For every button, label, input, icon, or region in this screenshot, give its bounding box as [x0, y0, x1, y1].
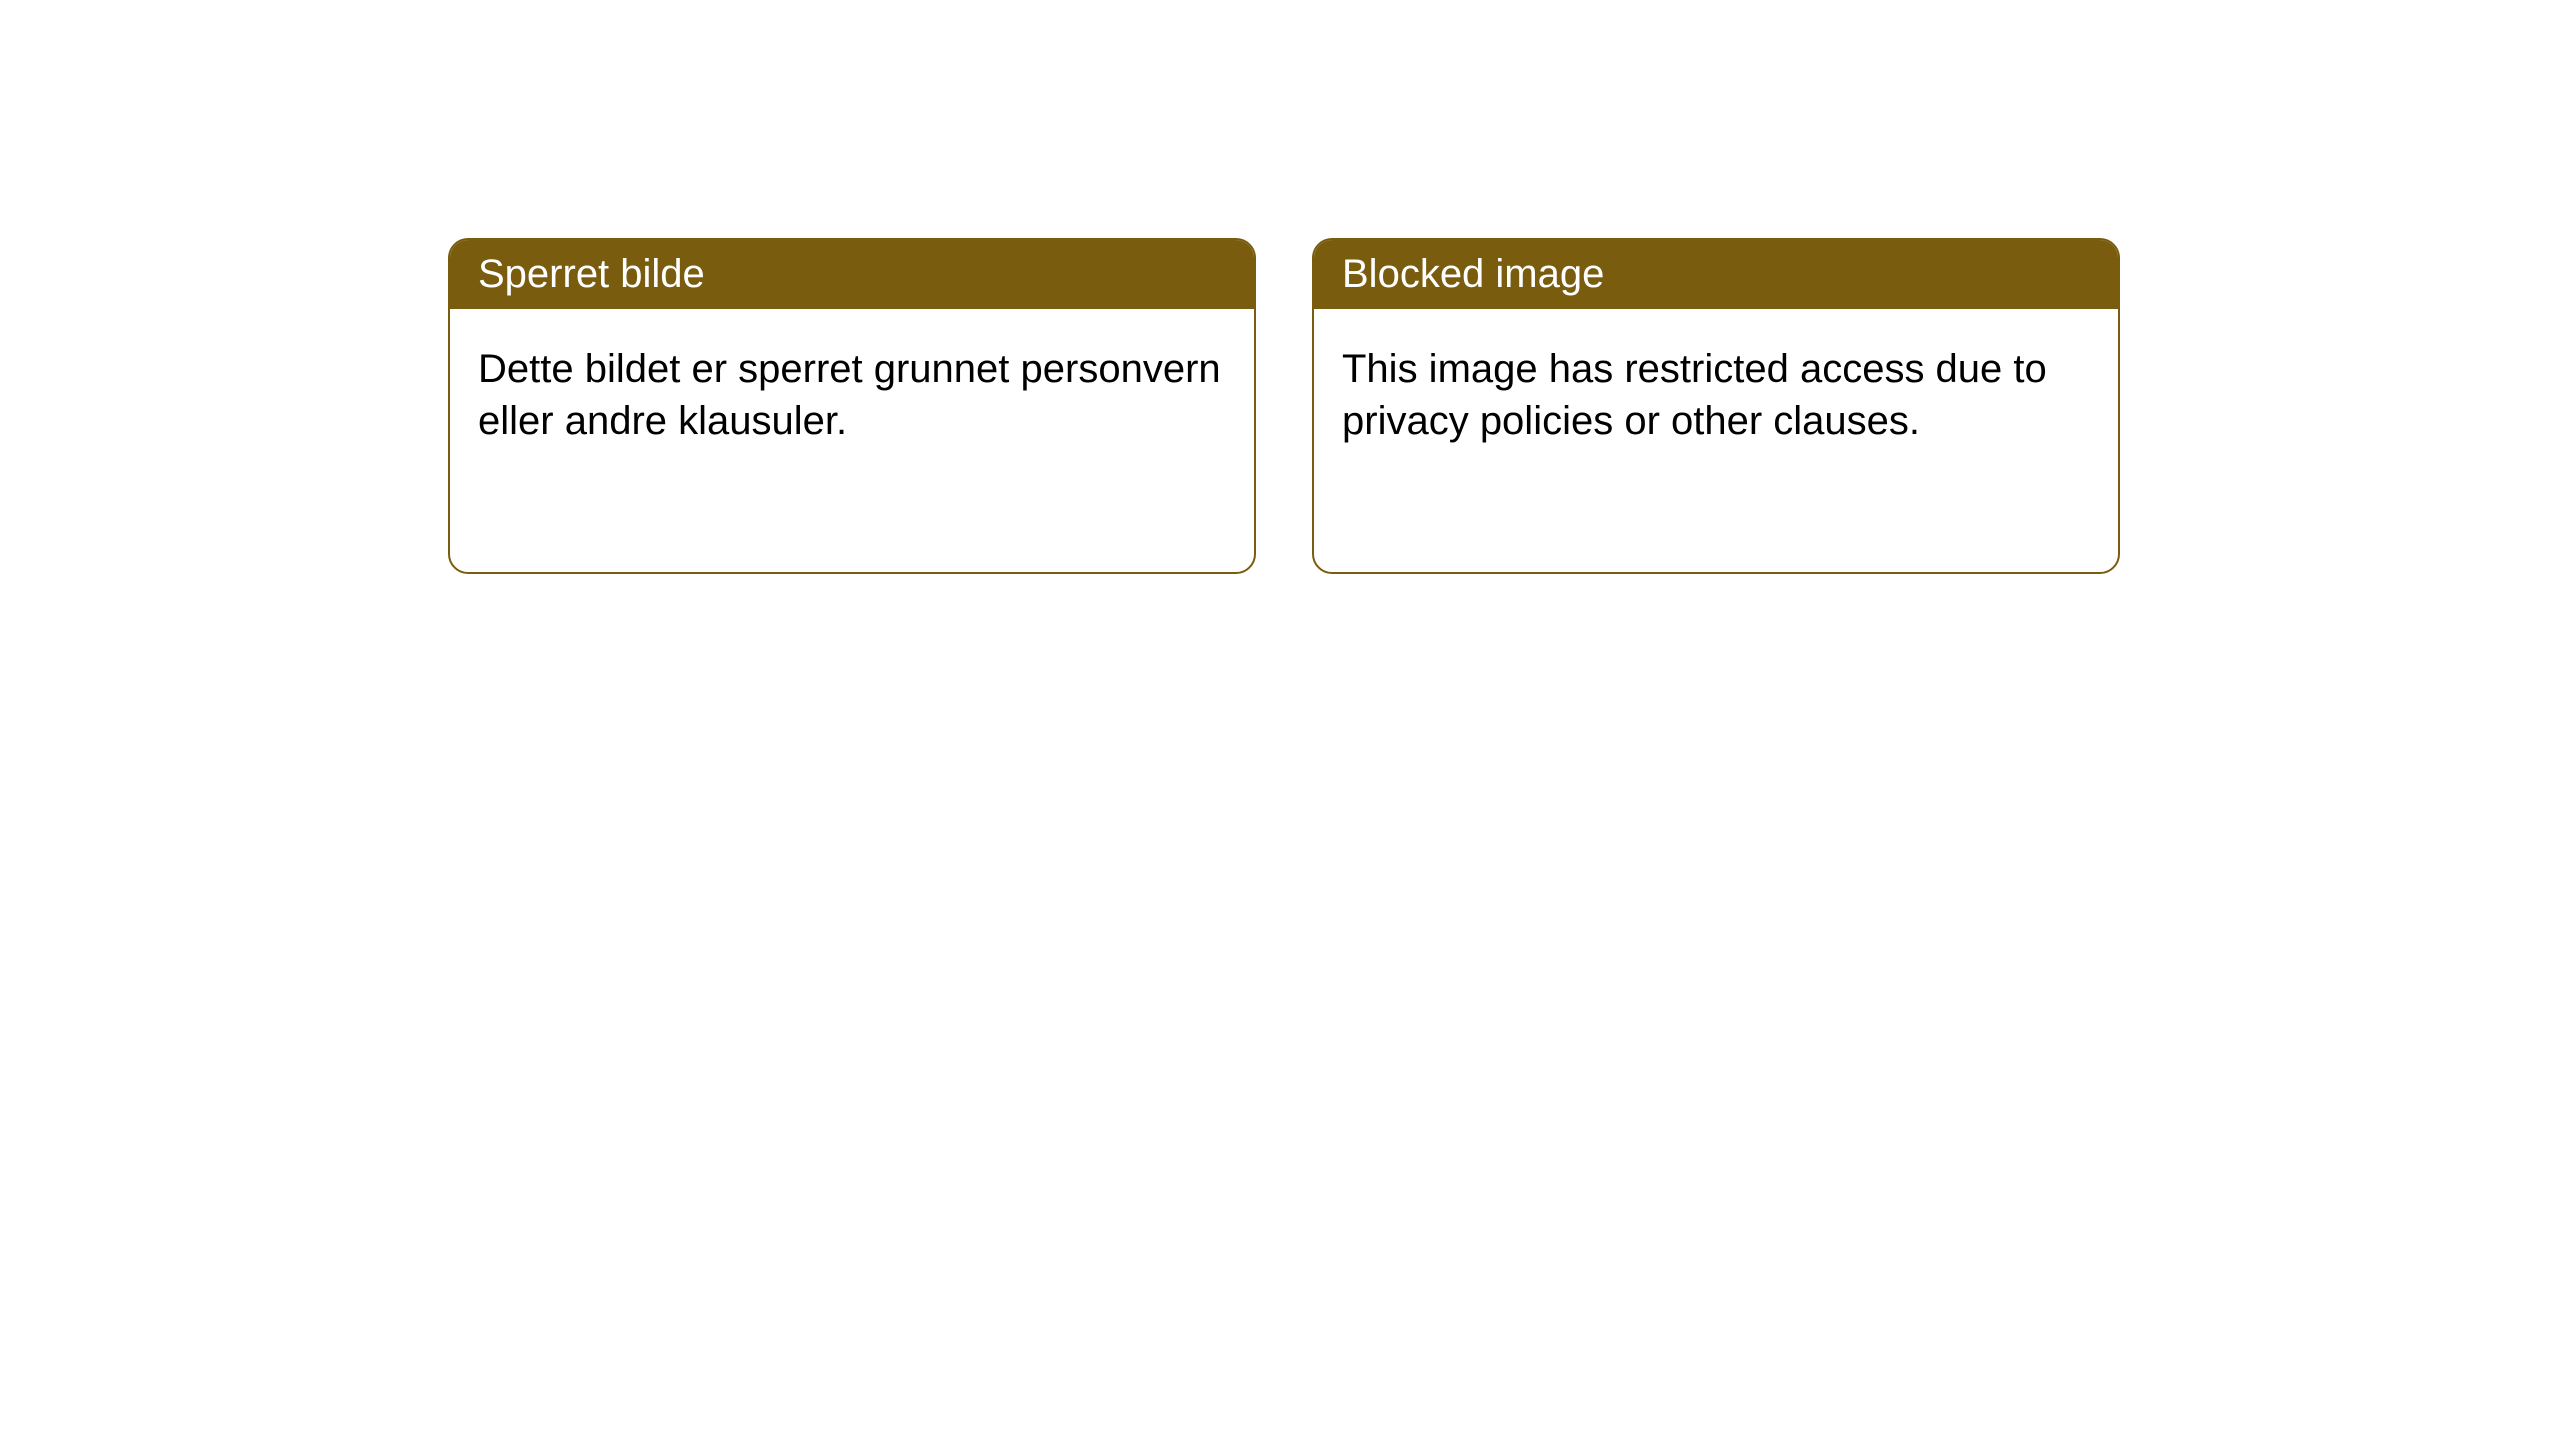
- card-header: Blocked image: [1314, 240, 2118, 309]
- card-body: Dette bildet er sperret grunnet personve…: [450, 309, 1254, 481]
- card-title: Blocked image: [1342, 252, 1604, 296]
- card-body: This image has restricted access due to …: [1314, 309, 2118, 481]
- card-header: Sperret bilde: [450, 240, 1254, 309]
- notice-container: Sperret bilde Dette bildet er sperret gr…: [0, 0, 2560, 574]
- notice-card-english: Blocked image This image has restricted …: [1312, 238, 2120, 574]
- notice-card-norwegian: Sperret bilde Dette bildet er sperret gr…: [448, 238, 1256, 574]
- card-body-text: This image has restricted access due to …: [1342, 347, 2047, 443]
- card-title: Sperret bilde: [478, 252, 705, 296]
- card-body-text: Dette bildet er sperret grunnet personve…: [478, 347, 1221, 443]
